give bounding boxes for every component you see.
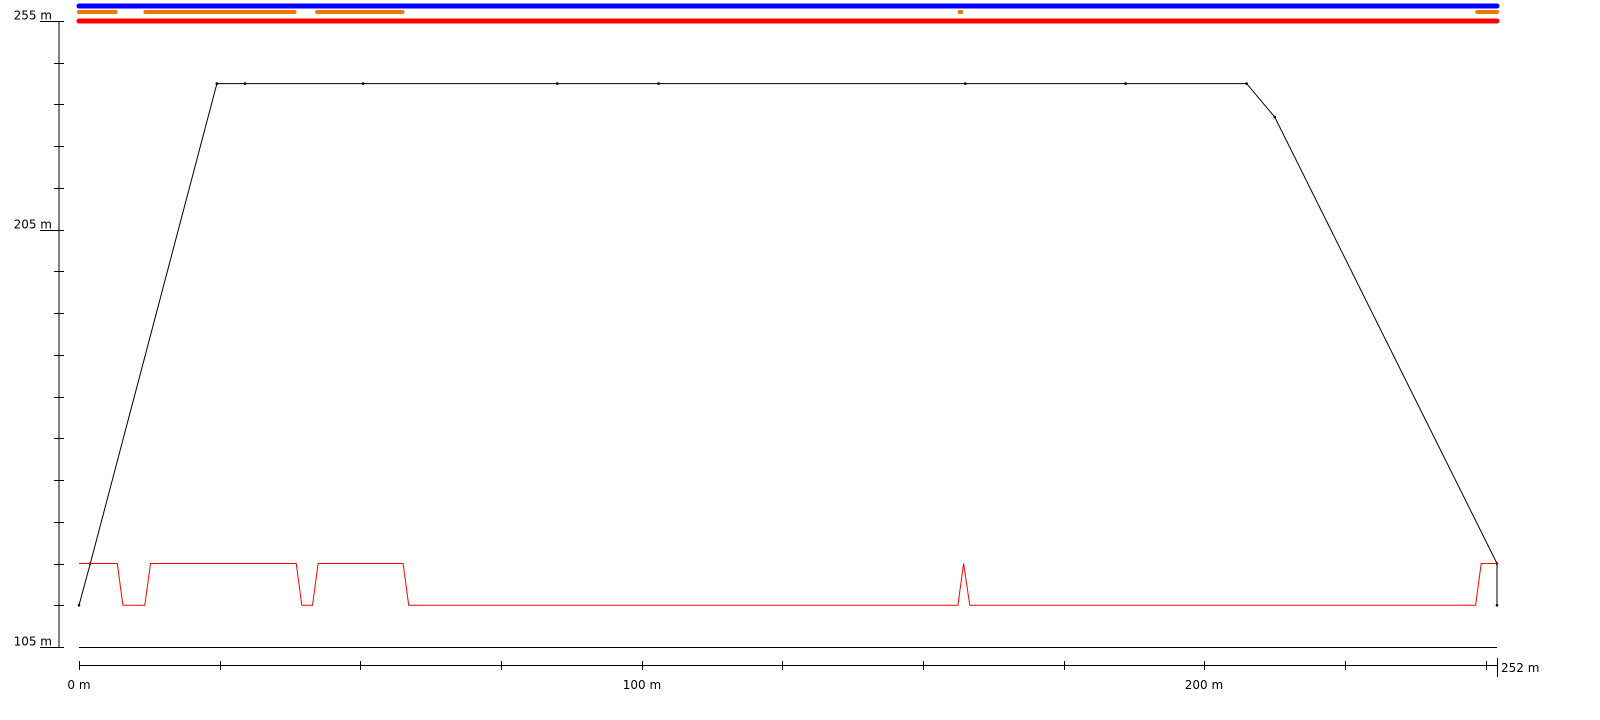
data-series [77, 82, 1499, 607]
profile-point [555, 82, 559, 85]
profile-point [361, 82, 365, 85]
status-bands [76, 3, 1500, 24]
y-tick-label: 255 m [14, 9, 52, 23]
profile-line [78, 83, 1498, 606]
x-tick-label: 0 m [67, 678, 90, 692]
x-tick-label: 252 m [1501, 661, 1539, 675]
profile-point [1245, 82, 1248, 85]
profile-point [243, 82, 247, 85]
y-tick-label: 105 m [14, 635, 52, 649]
axes: 255 m 205 m 105 m 0 m 100 m 200 m 252 m [14, 9, 1540, 693]
profile-point [963, 82, 967, 85]
profile-point [215, 82, 219, 85]
profile-point [1273, 115, 1277, 119]
profile-point [1495, 603, 1499, 607]
profile-point [1124, 82, 1127, 85]
profile-point [77, 603, 81, 607]
x-tick-label: 200 m [1185, 678, 1223, 692]
x-tick-label: 100 m [623, 678, 661, 692]
profile-point [657, 82, 660, 85]
secondary-line [79, 563, 1497, 606]
y-tick-label: 205 m [14, 218, 52, 232]
